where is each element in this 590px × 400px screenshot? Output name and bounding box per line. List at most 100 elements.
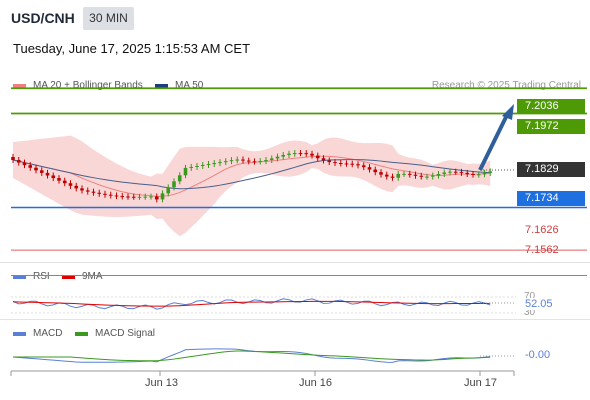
candle-body [361, 165, 366, 168]
legend-ma20: MA 20 + Bollinger Bands [13, 80, 143, 91]
candle-body [264, 160, 268, 162]
candle-body [120, 196, 125, 198]
rsi-line [12, 298, 491, 310]
candle-body [350, 163, 355, 165]
rsi-swatch [13, 274, 26, 279]
candle-body [419, 175, 424, 177]
candle-body [413, 174, 418, 176]
rsi-value: 52.05 [524, 298, 554, 310]
candle-body [442, 172, 447, 174]
candle-body [338, 163, 343, 165]
candle-body [379, 172, 383, 175]
candle-body [241, 159, 245, 161]
candle-body [212, 163, 217, 165]
candle-body [160, 193, 165, 200]
candle-body [281, 154, 286, 157]
legend-macd-signal-label: MACD Signal [95, 328, 156, 339]
candle-body [482, 173, 487, 175]
candle-body [275, 156, 280, 159]
candle-body [356, 164, 360, 166]
candle-body [453, 171, 458, 173]
ma50-line [12, 159, 491, 190]
candle-body [218, 162, 222, 164]
candle-body [22, 162, 27, 166]
candle-body [321, 158, 326, 161]
candle-body [269, 158, 274, 161]
candle-body [465, 172, 470, 175]
candle-body [45, 172, 50, 176]
candle-body [103, 193, 107, 195]
legend-macd: MACD [13, 328, 62, 339]
candle-body [195, 165, 199, 167]
legend-ma50-label: MA 50 [175, 80, 204, 91]
candle-body [80, 188, 84, 191]
resistance-2-label: 7.2036 [517, 99, 585, 114]
candle-body [39, 170, 44, 173]
candle-body [310, 153, 314, 156]
candle-body [166, 187, 171, 194]
candle-body [425, 176, 429, 178]
candle-body [344, 163, 349, 165]
legend-rsi: RSI [13, 271, 50, 282]
candle-body [459, 171, 464, 173]
candle-body [407, 173, 412, 175]
legend-macd-label: MACD [33, 328, 63, 339]
candle-body [235, 159, 240, 161]
candle-body [51, 175, 56, 179]
candle-body [252, 161, 257, 163]
candle-body [298, 153, 303, 155]
macd-swatch [13, 331, 26, 336]
candle-body [28, 165, 33, 168]
timeframe-button[interactable]: 30 MIN [83, 7, 134, 30]
macd-signal-swatch [75, 331, 88, 336]
candle-body [85, 190, 90, 192]
candle-body [246, 160, 251, 162]
candle-body [91, 191, 96, 193]
candle-body [177, 175, 182, 182]
candle-body [488, 171, 493, 174]
last-price-label: 7.1829 [517, 162, 585, 177]
candle-body [292, 153, 297, 155]
candle-body [396, 173, 401, 178]
ma20-line [12, 155, 491, 197]
candle-body [137, 196, 142, 198]
candle-body [154, 196, 159, 200]
candle-body [471, 174, 475, 176]
candle-body [74, 185, 79, 189]
ma50-swatch [155, 83, 168, 88]
bollinger-band [13, 135, 491, 237]
candle-body [11, 157, 15, 160]
timestamp: Tuesday, June 17, 2025 1:15:53 AM CET [13, 41, 251, 56]
legend-9ma: 9MA [62, 271, 103, 282]
candle-body [206, 164, 211, 166]
candle-body [16, 160, 21, 163]
x-axis-label-jun16: Jun 16 [299, 377, 333, 389]
resistance-1-label: 7.1972 [517, 119, 585, 134]
candle-body [108, 194, 113, 196]
legend-ma50: MA 50 [155, 80, 203, 91]
macd-value: -0.00 [525, 349, 551, 361]
candle-body [114, 195, 119, 197]
candle-body [68, 183, 73, 186]
candle-body [183, 167, 188, 176]
support-1-label: 7.1626 [525, 224, 559, 236]
candle-body [229, 160, 234, 162]
ma20-swatch [13, 83, 26, 88]
candle-body [367, 167, 372, 170]
forecast-arrow-head [502, 104, 514, 120]
candle-body [97, 192, 102, 194]
candle-body [131, 196, 136, 198]
candle-body [373, 169, 378, 173]
candle-body [143, 196, 148, 198]
forecast-arrow-line [478, 114, 509, 171]
rsi-level-30: 30 [524, 307, 536, 318]
candle-body [448, 171, 452, 173]
candle-body [126, 196, 130, 198]
candle-body [62, 180, 67, 184]
candle-body [189, 166, 194, 168]
candle-body [172, 181, 176, 188]
candle-body [315, 155, 320, 159]
candle-body [390, 176, 395, 178]
9ma-swatch [62, 274, 75, 279]
